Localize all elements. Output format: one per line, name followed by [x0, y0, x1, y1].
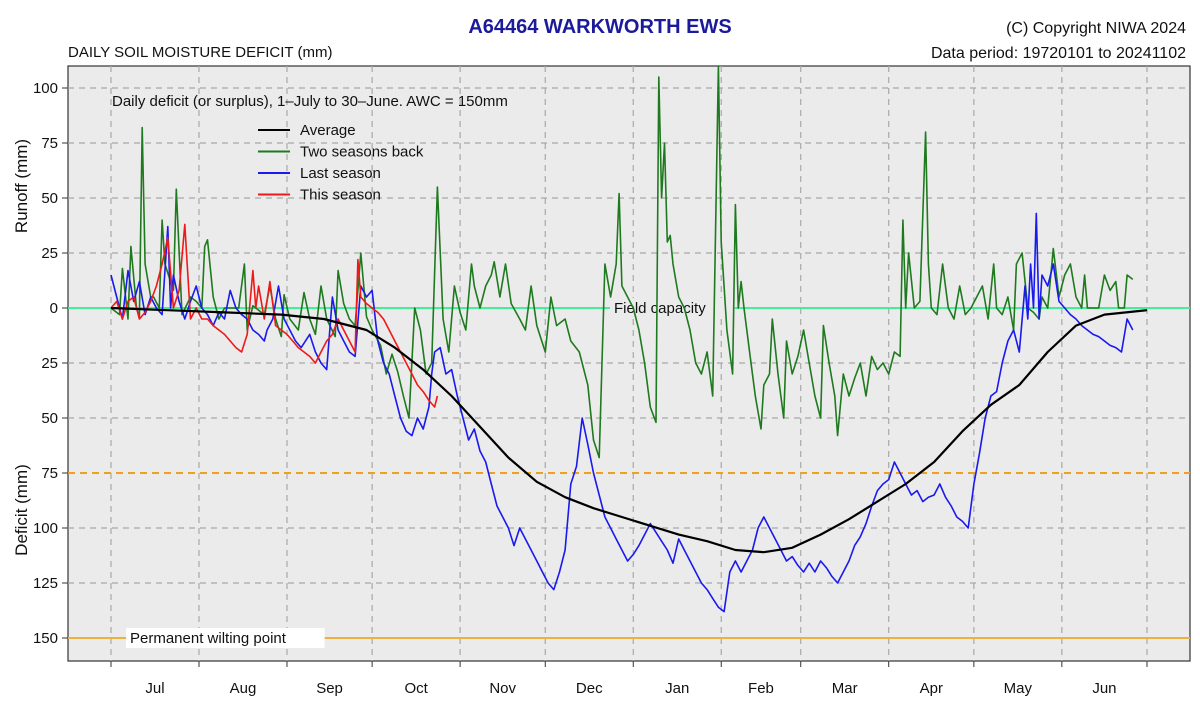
y-tick-label: 50	[41, 190, 58, 207]
field-capacity-label-bg	[610, 298, 735, 318]
y-tick-label: 75	[41, 135, 58, 152]
chart-title: A64464 WARKWORTH EWS	[468, 16, 732, 38]
x-tick-label: Nov	[489, 680, 516, 697]
x-tick-label: Jan	[665, 680, 689, 697]
legend-label: This season	[300, 187, 381, 204]
series-line-last-season	[110, 212, 1134, 613]
legend-label: Average	[300, 122, 356, 139]
legend: Average Two seasons back Last season This s…	[258, 122, 424, 204]
x-tick-label: Jul	[145, 680, 164, 697]
axes: 100 75 50 25 0 25 50 75 100 125 150 Jul Aug Sep Oct Nov…	[33, 80, 1148, 697]
y-tick-label: 25	[41, 245, 58, 262]
chart-subtitle: DAILY SOIL MOISTURE DEFICIT (mm)	[68, 44, 333, 61]
y-tick-label: 75	[41, 465, 58, 482]
x-tick-label: Oct	[404, 680, 428, 697]
series-lines	[110, 65, 1148, 613]
chart-annotation: Daily deficit (or surplus), 1–July to 30…	[112, 93, 508, 110]
x-tick-label: Feb	[748, 680, 774, 697]
copyright-text: (C) Copyright NIWA 2024	[1006, 20, 1186, 37]
legend-label: Last season	[300, 165, 381, 182]
x-tick-label: Aug	[230, 680, 257, 697]
y-tick-label: 125	[33, 575, 58, 592]
field-capacity-label: Field capacity	[614, 300, 706, 317]
y-tick-label: 100	[33, 80, 58, 97]
y-tick-label: 0	[50, 300, 58, 317]
reference-lines: Field capacity Permanent wilting point	[68, 298, 1190, 648]
y-tick-label: 100	[33, 520, 58, 537]
series-line-this-season	[110, 223, 439, 408]
x-tick-label: Sep	[316, 680, 343, 697]
y-tick-label: 50	[41, 410, 58, 427]
legend-label: Two seasons back	[300, 144, 424, 161]
wilting-point-label: Permanent wilting point	[130, 630, 287, 647]
x-tick-label: May	[1004, 680, 1033, 697]
y-tick-label: 150	[33, 630, 58, 647]
x-tick-label: Jun	[1092, 680, 1116, 697]
x-tick-label: Dec	[576, 680, 603, 697]
data-period: Data period: 19720101 to 20241102	[930, 45, 1186, 62]
series-line-average	[110, 306, 1148, 554]
y-tick-label: 25	[41, 355, 58, 372]
gridlines	[68, 66, 1190, 661]
x-tick-label: Apr	[920, 680, 943, 697]
wilting-point-label-bg	[126, 628, 325, 648]
x-tick-label: Mar	[832, 680, 858, 697]
